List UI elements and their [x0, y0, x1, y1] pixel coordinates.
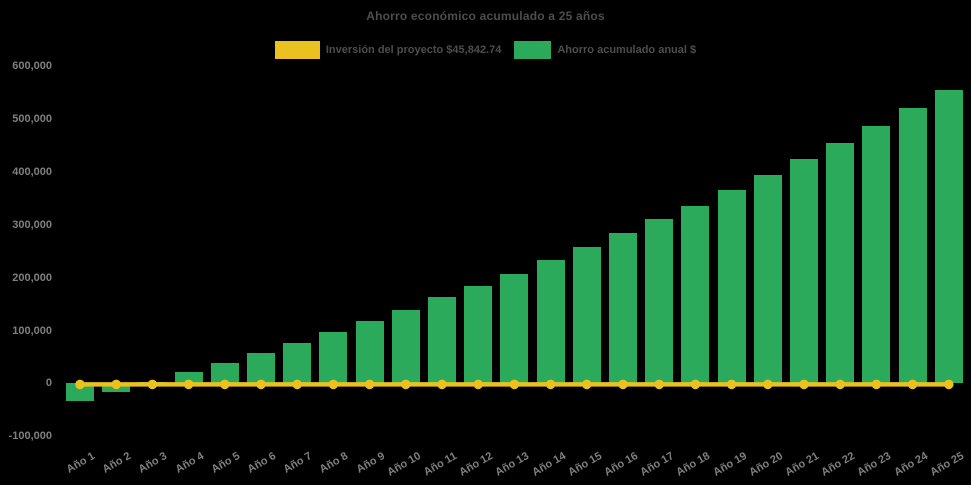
legend-label-savings: Ahorro acumulado anual $	[557, 44, 697, 56]
x-axis-label: Año 9	[354, 450, 387, 476]
y-axis-label: 500,000	[12, 112, 52, 125]
x-axis-label: Año 14	[529, 450, 568, 479]
x-axis-label: Año 11	[421, 450, 459, 479]
x-axis-label: Año 23	[855, 450, 894, 479]
x-axis-label: Año 21	[783, 450, 821, 479]
bar-año-10	[391, 309, 420, 384]
x-axis-label: Año 7	[281, 450, 315, 476]
legend: Inversión del proyecto $45,842.74 Ahorro…	[0, 41, 971, 59]
x-axis-label: Año 18	[674, 450, 713, 479]
chart-title: Ahorro económico acumulado a 25 años	[366, 9, 605, 23]
y-axis-label: -100,000	[8, 430, 52, 443]
bar-año-21	[790, 159, 818, 384]
x-axis-label: Año 15	[566, 450, 604, 479]
y-axis-label: 600,000	[12, 60, 52, 72]
bar-año-1	[66, 383, 94, 402]
x-axis-label: Año 5	[209, 450, 242, 476]
y-axis-label: 100,000	[12, 324, 52, 337]
bar-año-24	[898, 107, 927, 384]
bar-año-6	[247, 352, 275, 384]
bar-año-23	[862, 125, 891, 384]
x-axis-label: Año 19	[710, 450, 749, 479]
y-axis-label: 200,000	[12, 271, 52, 284]
x-axis-label: Año 4	[173, 450, 206, 476]
legend-swatch-investment-icon	[274, 41, 320, 59]
bar-año-4	[174, 372, 203, 384]
bar-año-16	[609, 232, 637, 384]
x-axis-label: Año 16	[602, 450, 640, 479]
bar-año-11	[428, 296, 456, 384]
bar-año-18	[681, 205, 710, 384]
bar-año-9	[355, 320, 384, 384]
y-axis-label: 400,000	[12, 165, 52, 178]
bar-año-25	[934, 89, 963, 384]
bar-año-12	[464, 285, 493, 384]
x-axis-label: Año 25	[928, 450, 966, 479]
bar-año-13	[500, 273, 529, 384]
x-axis-label: Año 22	[819, 450, 858, 479]
bar-año-14	[536, 259, 565, 384]
legend-label-investment: Inversión del proyecto $45,842.74	[325, 44, 502, 56]
x-axis-label: Año 10	[385, 450, 423, 479]
x-axis-label: Año 24	[891, 450, 930, 479]
x-axis-label: Año 20	[747, 450, 785, 479]
bar-año-20	[753, 174, 782, 384]
x-axis-label: Año 1	[64, 450, 97, 476]
x-axis-label: Año 8	[317, 450, 351, 476]
y-axis-label: 0	[45, 377, 52, 390]
x-axis-label: Año 6	[245, 450, 278, 476]
bar-año-7	[283, 342, 312, 384]
bar-año-19	[717, 190, 746, 384]
bar-año-22	[826, 142, 855, 384]
bar-año-3	[138, 381, 167, 384]
bar-año-2	[102, 383, 131, 393]
y-axis-label: 300,000	[12, 218, 52, 231]
bar-año-15	[572, 246, 601, 384]
x-axis-label: Año 3	[136, 450, 170, 476]
bar-año-8	[319, 331, 348, 384]
legend-swatch-savings-icon	[514, 41, 552, 59]
bar-año-5	[210, 363, 239, 384]
x-axis-label: Año 13	[493, 450, 532, 479]
x-axis-label: Año 12	[457, 450, 496, 479]
bar-año-17	[645, 218, 674, 384]
x-axis-label: Año 2	[100, 450, 134, 476]
x-axis-label: Año 17	[638, 450, 677, 479]
